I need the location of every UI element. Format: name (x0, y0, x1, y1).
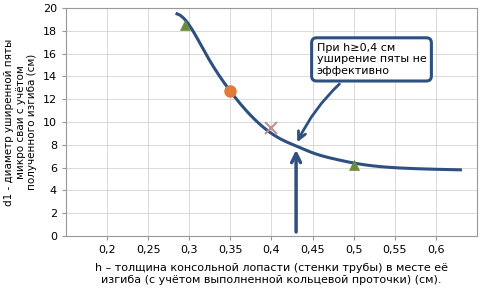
X-axis label: h – толщина консольной лопасти (стенки трубы) в месте её
изгиба (с учётом выполн: h – толщина консольной лопасти (стенки т… (95, 263, 447, 285)
Y-axis label: d1 - диаметр уширенной пяты
микро сваи с учётом
полученного изгиба (см): d1 - диаметр уширенной пяты микро сваи с… (4, 38, 37, 206)
Text: При h≥0,4 см
уширение пяты не
эффективно: При h≥0,4 см уширение пяты не эффективно (298, 43, 425, 140)
